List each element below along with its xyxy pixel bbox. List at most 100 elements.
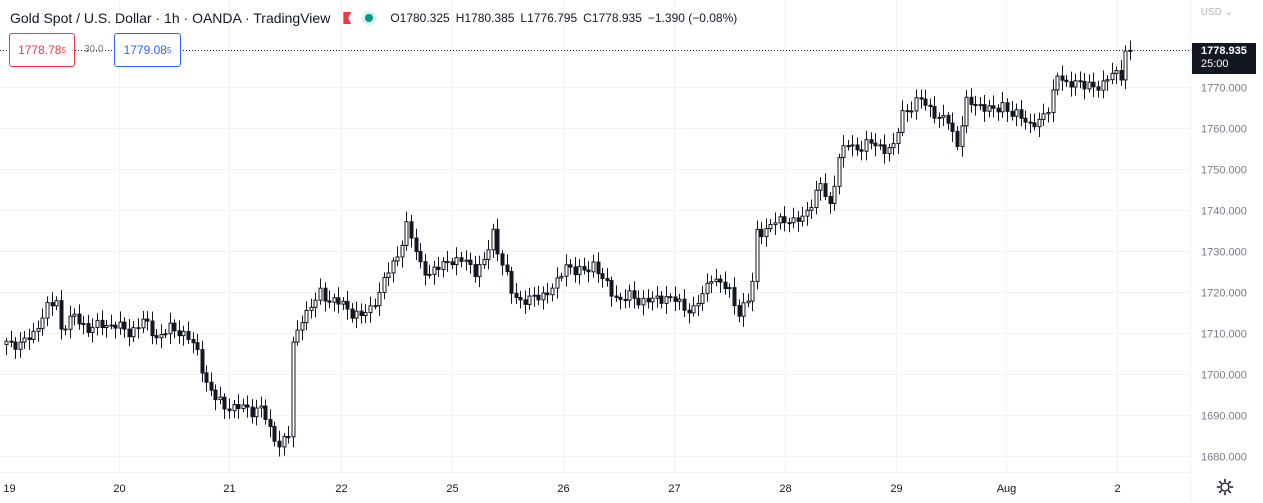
candle-body [650,297,655,303]
candle-body [846,145,851,148]
candle [350,302,355,323]
candle-body [359,310,364,317]
candle [627,284,632,308]
candle-body [1064,79,1069,83]
candle-body [1078,80,1083,83]
candle-body [323,287,328,302]
candle [150,311,155,345]
candle [737,299,742,323]
candle [77,304,82,330]
candle [95,313,100,336]
candle-body [277,440,282,448]
candle [36,320,41,342]
currency-dropdown[interactable]: USD ⌄ [1200,7,1233,18]
candle-body [54,300,59,307]
candle-body [204,372,209,383]
candle [309,298,314,319]
candle [969,88,974,113]
candle-body [1010,110,1015,117]
candle-body [1019,109,1024,119]
candle [1114,66,1119,84]
candle [509,266,514,304]
candle-body [263,405,268,420]
candle-body [336,297,341,305]
candle-body [450,261,455,266]
x-tick-label: 2 [1114,483,1120,495]
candle [1082,72,1087,100]
candle [232,399,237,419]
flag-icon[interactable] [344,12,351,24]
candle-body [272,426,277,442]
sell-button[interactable]: 1778.78 5 [9,33,75,67]
candle [109,314,114,330]
candle-body [932,105,937,119]
price-scale[interactable]: 1680.000 1690.000 1700.000 1710.000 1720.000… [1201,83,1247,464]
candle [27,328,32,350]
candle [54,296,59,311]
candle-body [527,295,532,305]
candle-body [869,139,874,144]
candle [345,290,350,320]
candle [1101,70,1106,99]
candle-body [536,294,541,301]
candle-body [727,287,732,290]
candle [832,175,837,211]
candle-body [295,329,300,343]
candle [614,285,619,302]
candle [568,259,573,275]
candle [72,308,77,326]
candle [250,399,255,424]
candle-body [286,436,291,439]
candle [191,332,196,354]
candle [928,98,933,118]
candle-body [445,261,450,264]
bar-countdown: 25:00 [1201,58,1229,70]
candle [432,260,437,285]
candle [227,398,232,419]
candle [163,329,168,339]
candle-body [1073,80,1078,88]
candle [559,272,564,282]
candle-body [573,266,578,276]
y-tick-label: 1740.000 [1201,206,1247,218]
time-scale[interactable]: 19 20 21 22 25 26 27 28 29 Aug 2 [3,483,1120,495]
candle-body [941,114,946,118]
candle [168,312,173,344]
candle-body [259,405,264,409]
candle-body [545,292,550,296]
candle-body [978,104,983,107]
symbol-title[interactable]: Gold Spot / U.S. Dollar · 1h · OANDA · T… [10,10,331,26]
candle-body [59,300,64,330]
candle [391,257,396,283]
candle-body [1023,117,1028,123]
candle-body [1060,75,1065,81]
candle [1019,100,1024,127]
candle [177,320,182,344]
y-tick-label: 1720.000 [1201,288,1247,300]
x-tick-label: 21 [223,483,235,495]
candle-body [1055,75,1060,91]
buy-button[interactable]: 1779.08 5 [114,33,181,67]
x-tick-label: 20 [113,483,125,495]
candle [245,395,250,418]
candle-body [482,258,487,266]
candle [1069,71,1074,97]
ohlc-values: O1780.325 H1780.385 L1776.795 C1778.935 −1.3… [390,11,743,25]
candle-body [200,349,205,374]
candle [709,275,714,294]
candle [632,281,637,309]
candle-body [969,96,974,105]
candle [50,292,55,316]
candle-body [673,296,678,302]
candle-body [887,147,892,155]
candle [996,104,1001,121]
candle [181,325,186,346]
settings-gear-icon[interactable] [1216,478,1234,496]
candle-body [768,223,773,230]
candle [946,111,951,130]
candles [4,40,1133,457]
candle [145,311,150,331]
x-tick-label: 22 [335,483,347,495]
candle-body [345,300,350,310]
